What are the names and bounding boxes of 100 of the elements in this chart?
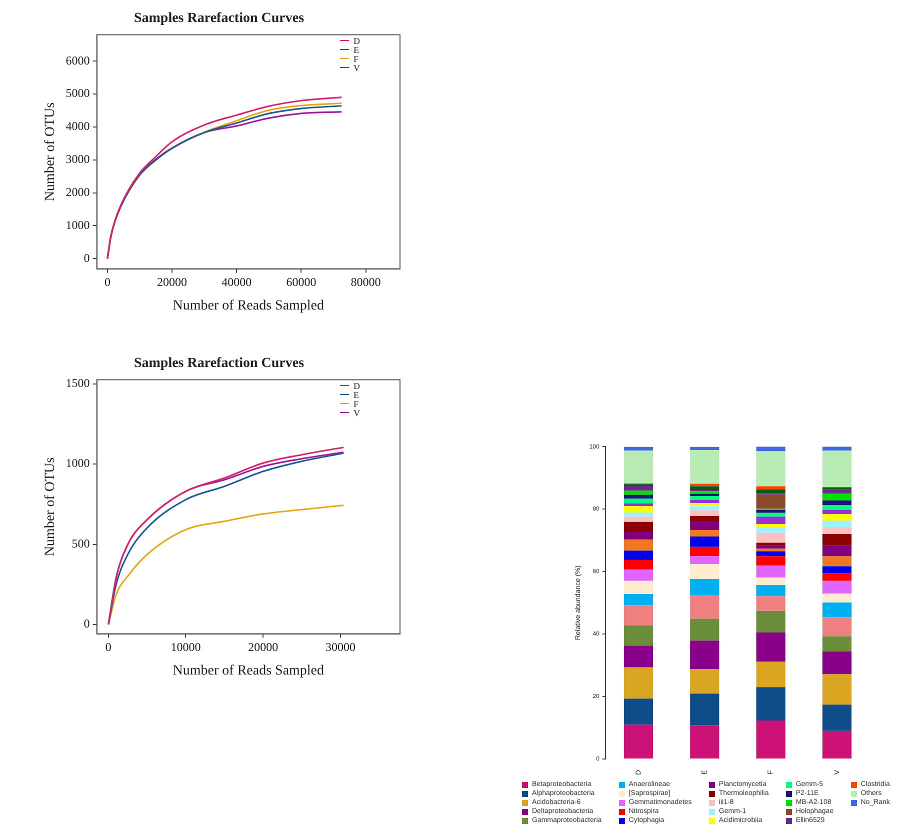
- bar: [756, 566, 786, 578]
- bar: [756, 494, 786, 509]
- bar: [624, 550, 654, 560]
- bar: [822, 652, 852, 674]
- y-tick-label: 5000: [66, 86, 90, 100]
- bar: [756, 542, 786, 546]
- bar: [624, 646, 654, 668]
- legend-label: D: [354, 380, 360, 390]
- legend-label: E: [354, 390, 359, 400]
- bar: [624, 698, 654, 725]
- bar: [690, 491, 720, 494]
- y-tick-label: 3000: [66, 152, 90, 166]
- bar: [822, 487, 852, 490]
- y-tick-label: 500: [72, 536, 90, 550]
- bar: [624, 580, 654, 594]
- legend-label: E: [354, 44, 359, 54]
- y-tick-label: 1000: [66, 218, 90, 232]
- bar: [756, 516, 786, 524]
- y-tick-label: 4000: [66, 119, 90, 134]
- bar: [624, 506, 654, 513]
- bar: [690, 506, 720, 510]
- bar: [624, 605, 654, 626]
- bar: [690, 503, 720, 506]
- bar: [624, 724, 654, 758]
- bar: [756, 532, 786, 543]
- x-tick-label: 10000: [170, 640, 201, 654]
- y-axis-title: Number of OTUs: [43, 457, 58, 556]
- legend-label: V: [354, 62, 360, 72]
- bar: [624, 516, 654, 522]
- bar: [756, 632, 786, 662]
- bar: [690, 640, 720, 669]
- bar: [822, 730, 852, 758]
- bar: [624, 486, 654, 491]
- bar: [690, 725, 720, 758]
- y-tick-label: 0: [84, 250, 90, 265]
- bar: [690, 510, 720, 516]
- bar: [822, 490, 852, 494]
- y-tick-label: 6000: [66, 53, 90, 68]
- bar: [624, 522, 654, 532]
- bar: [624, 494, 654, 499]
- bar: [756, 584, 786, 596]
- bar: [822, 617, 852, 636]
- bar: [756, 527, 786, 533]
- bar: [822, 505, 852, 510]
- bar: [690, 484, 720, 486]
- bar: [756, 451, 786, 486]
- bar: [624, 512, 654, 517]
- bar: [756, 512, 786, 517]
- x-tick-label: 80000: [350, 275, 381, 290]
- bar: [822, 450, 852, 488]
- bar: [822, 510, 852, 514]
- bar: [690, 564, 720, 580]
- bar: [822, 500, 852, 506]
- bar: [756, 577, 786, 585]
- bar: [822, 527, 852, 534]
- bar: [690, 516, 720, 521]
- chart-title: Samples Rarefaction Curves: [134, 356, 305, 372]
- bar: [690, 546, 720, 556]
- line-series: [108, 504, 344, 626]
- bar: [624, 540, 654, 551]
- legend-label: D: [354, 36, 360, 46]
- bar: [624, 560, 654, 570]
- bar: [822, 573, 852, 581]
- x-axis-title: Number of Reads Sampled: [172, 298, 324, 314]
- bar: [756, 486, 786, 490]
- bar: [822, 674, 852, 705]
- bar: [624, 667, 654, 699]
- bar: [822, 514, 852, 521]
- bar: [822, 704, 852, 731]
- legend-label: F: [354, 398, 359, 408]
- bar: [690, 446, 720, 450]
- x-tick-label: 20000: [157, 275, 188, 290]
- bar: [690, 694, 720, 726]
- bar: [690, 530, 720, 537]
- bar: [822, 494, 852, 500]
- bar: [690, 579, 720, 595]
- bar: [624, 570, 654, 581]
- x-tick-label: 20000: [248, 640, 278, 654]
- bar: [756, 610, 786, 632]
- y-axis-title: Number of OTUs: [43, 102, 58, 202]
- bar: [822, 556, 852, 566]
- bar: [624, 490, 654, 495]
- bar: [822, 534, 852, 546]
- bar: [624, 498, 654, 504]
- bar: [756, 556, 786, 566]
- bar: [690, 450, 720, 484]
- legend-label: F: [354, 54, 359, 64]
- x-axis-title: Number of Reads Sampled: [172, 663, 324, 678]
- bar: [822, 546, 852, 556]
- bar: [690, 536, 720, 547]
- bar: [624, 503, 654, 506]
- y-tick-label: 2000: [66, 184, 90, 199]
- bar: [756, 662, 786, 688]
- chart-title: Samples Rarefaction Curves: [134, 11, 305, 26]
- bar: [624, 594, 654, 606]
- bar: [822, 602, 852, 618]
- bar: [756, 546, 786, 549]
- bar: [690, 618, 720, 641]
- bar: [756, 510, 786, 513]
- bar: [624, 532, 654, 540]
